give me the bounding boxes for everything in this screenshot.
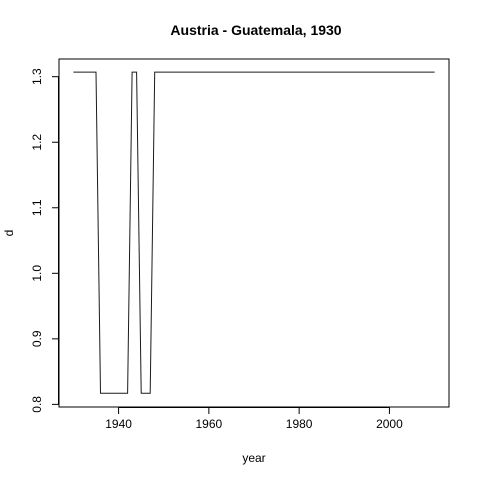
x-tick-label: 1980: [286, 417, 313, 431]
y-tick-label: 1.3: [30, 68, 44, 85]
x-tick-label: 2000: [376, 417, 403, 431]
series-layer: [73, 72, 434, 393]
plot-area: [59, 59, 449, 407]
y-tick-label: 0.8: [30, 396, 44, 413]
y-tick-label: 0.9: [30, 330, 44, 347]
chart-title: Austria - Guatemala, 1930: [170, 22, 341, 38]
x-tick-label: 1940: [105, 417, 132, 431]
y-tick-label: 1.0: [30, 265, 44, 282]
y-tick-label: 1.1: [30, 199, 44, 216]
x-axis-label: year: [242, 451, 265, 465]
y-axis-label: d: [2, 230, 16, 237]
x-tick-label: 1960: [196, 417, 223, 431]
y-axis: 0.8 0.9 1.0 1.1 1.2 1.3: [30, 68, 59, 413]
x-axis: 1940 1960 1980 2000: [105, 407, 403, 431]
series-line-0: [73, 72, 434, 393]
y-tick-label: 1.2: [30, 134, 44, 151]
